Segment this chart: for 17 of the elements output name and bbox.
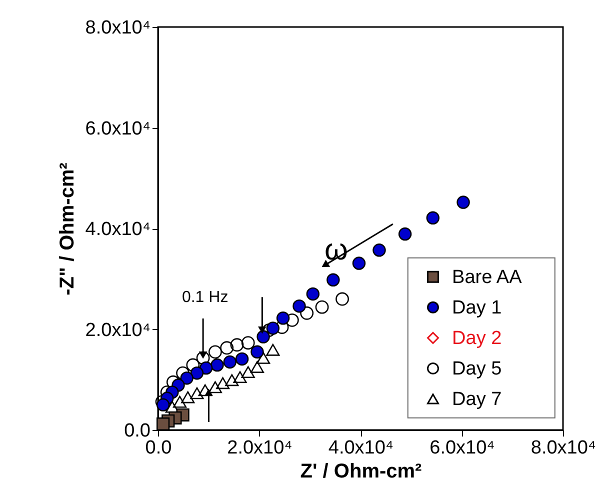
legend-label: Day 7 [452, 388, 502, 410]
y-tick-label: 8.0x10⁴ [85, 18, 150, 38]
annotation: 0.1 Hz [182, 289, 228, 306]
y-tick-label: 4.0x10⁴ [85, 219, 150, 240]
x-axis-title: Z' / Ohm-cm² [300, 460, 422, 482]
y-axis-title: -Z" / Ohm-cm² [56, 162, 78, 296]
x-tick-label: 2.0x10⁴ [227, 438, 292, 458]
x-tick-label: 6.0x10⁴ [430, 438, 495, 458]
x-tick-label: 8.0x10⁴ [530, 438, 596, 458]
y-tick-label: 6.0x10⁴ [85, 118, 150, 140]
y-tick-label: 2.0x10⁴ [85, 320, 150, 341]
legend-label: Bare AA [452, 266, 522, 288]
legend-label: Day 1 [452, 297, 502, 318]
legend-label: Day 5 [452, 358, 502, 380]
legend-label: Day 2 [452, 328, 502, 349]
x-tick-label: 4.0x10⁴ [328, 438, 394, 458]
annotation: ω [324, 234, 348, 267]
